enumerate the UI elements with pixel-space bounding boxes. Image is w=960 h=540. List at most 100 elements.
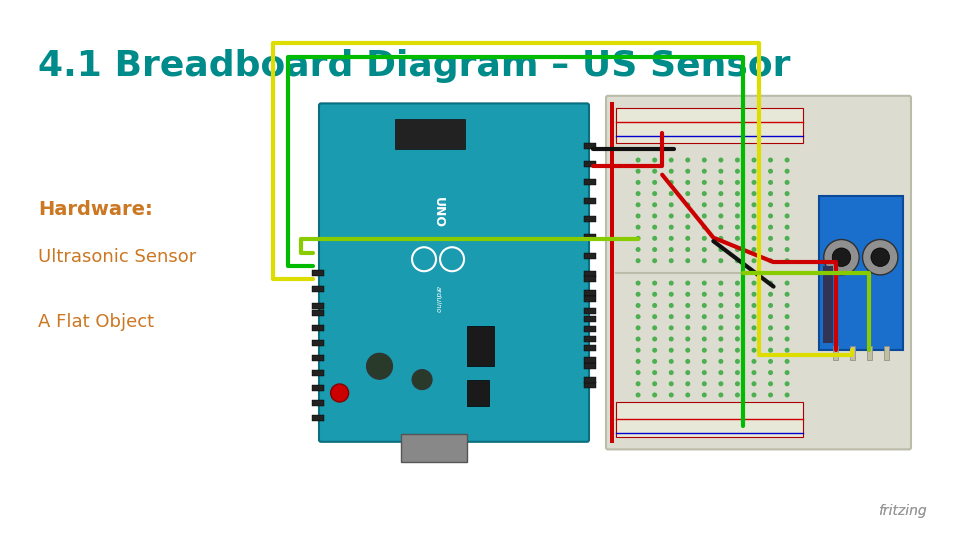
Circle shape <box>702 213 707 219</box>
Circle shape <box>636 213 640 219</box>
Circle shape <box>652 158 658 163</box>
Circle shape <box>735 314 740 319</box>
Circle shape <box>718 370 724 375</box>
Circle shape <box>735 158 740 163</box>
Bar <box>312 303 324 309</box>
Circle shape <box>702 180 707 185</box>
Circle shape <box>784 348 789 353</box>
Text: 4.1 Breadboard Diagram – US Sensor: 4.1 Breadboard Diagram – US Sensor <box>38 49 791 83</box>
Circle shape <box>718 303 724 308</box>
Circle shape <box>735 247 740 252</box>
Circle shape <box>718 202 724 207</box>
Circle shape <box>735 393 740 397</box>
Circle shape <box>669 281 674 286</box>
Text: UNO: UNO <box>432 197 444 228</box>
Circle shape <box>752 158 756 163</box>
Circle shape <box>718 359 724 364</box>
Circle shape <box>718 213 724 219</box>
Bar <box>584 308 596 314</box>
Text: fritzing: fritzing <box>877 504 926 518</box>
Circle shape <box>735 325 740 330</box>
Circle shape <box>652 325 658 330</box>
Circle shape <box>669 247 674 252</box>
Circle shape <box>768 381 773 386</box>
Bar <box>401 434 468 462</box>
Text: arduino: arduino <box>435 286 441 313</box>
Circle shape <box>702 292 707 297</box>
Circle shape <box>752 168 756 174</box>
Circle shape <box>752 393 756 397</box>
Circle shape <box>752 348 756 353</box>
Circle shape <box>685 325 690 330</box>
Circle shape <box>685 348 690 353</box>
Circle shape <box>702 359 707 364</box>
Circle shape <box>669 393 674 397</box>
Text: fritzing: fritzing <box>877 504 926 518</box>
Bar <box>584 336 596 342</box>
Circle shape <box>669 292 674 297</box>
Circle shape <box>735 292 740 297</box>
Bar <box>584 271 596 277</box>
Circle shape <box>752 314 756 319</box>
Circle shape <box>718 281 724 286</box>
Bar <box>867 346 872 360</box>
Circle shape <box>652 292 658 297</box>
Bar <box>312 310 324 316</box>
Circle shape <box>718 225 724 230</box>
Bar <box>616 109 803 143</box>
Bar <box>584 161 596 167</box>
Bar <box>584 382 596 388</box>
FancyBboxPatch shape <box>606 96 911 449</box>
Circle shape <box>752 202 756 207</box>
Circle shape <box>702 393 707 397</box>
Circle shape <box>832 248 851 266</box>
Circle shape <box>752 191 756 196</box>
Bar <box>312 325 324 331</box>
Circle shape <box>669 381 674 386</box>
Circle shape <box>636 191 640 196</box>
Bar <box>584 143 596 148</box>
Circle shape <box>784 314 789 319</box>
Circle shape <box>784 325 789 330</box>
Bar <box>584 327 596 333</box>
Circle shape <box>752 292 756 297</box>
Circle shape <box>718 292 724 297</box>
Circle shape <box>685 191 690 196</box>
Circle shape <box>735 381 740 386</box>
Circle shape <box>652 336 658 341</box>
Circle shape <box>752 225 756 230</box>
Bar <box>584 316 596 322</box>
Circle shape <box>652 314 658 319</box>
Circle shape <box>735 202 740 207</box>
Bar <box>584 198 596 204</box>
Circle shape <box>652 202 658 207</box>
Circle shape <box>685 359 690 364</box>
Circle shape <box>702 381 707 386</box>
Circle shape <box>702 225 707 230</box>
Circle shape <box>718 258 724 263</box>
Circle shape <box>702 281 707 286</box>
Circle shape <box>752 336 756 341</box>
Circle shape <box>669 314 674 319</box>
Circle shape <box>784 247 789 252</box>
Bar <box>312 400 324 406</box>
Bar <box>584 356 596 362</box>
Bar <box>823 266 833 343</box>
Circle shape <box>702 236 707 241</box>
Circle shape <box>702 325 707 330</box>
Circle shape <box>669 202 674 207</box>
Bar <box>883 346 889 360</box>
Circle shape <box>669 225 674 230</box>
Circle shape <box>784 292 789 297</box>
Circle shape <box>718 348 724 353</box>
Bar <box>468 380 489 407</box>
Circle shape <box>669 191 674 196</box>
Circle shape <box>768 281 773 286</box>
Circle shape <box>669 359 674 364</box>
Circle shape <box>669 258 674 263</box>
Bar <box>584 216 596 222</box>
Circle shape <box>702 370 707 375</box>
Circle shape <box>669 348 674 353</box>
Circle shape <box>685 258 690 263</box>
Circle shape <box>752 180 756 185</box>
